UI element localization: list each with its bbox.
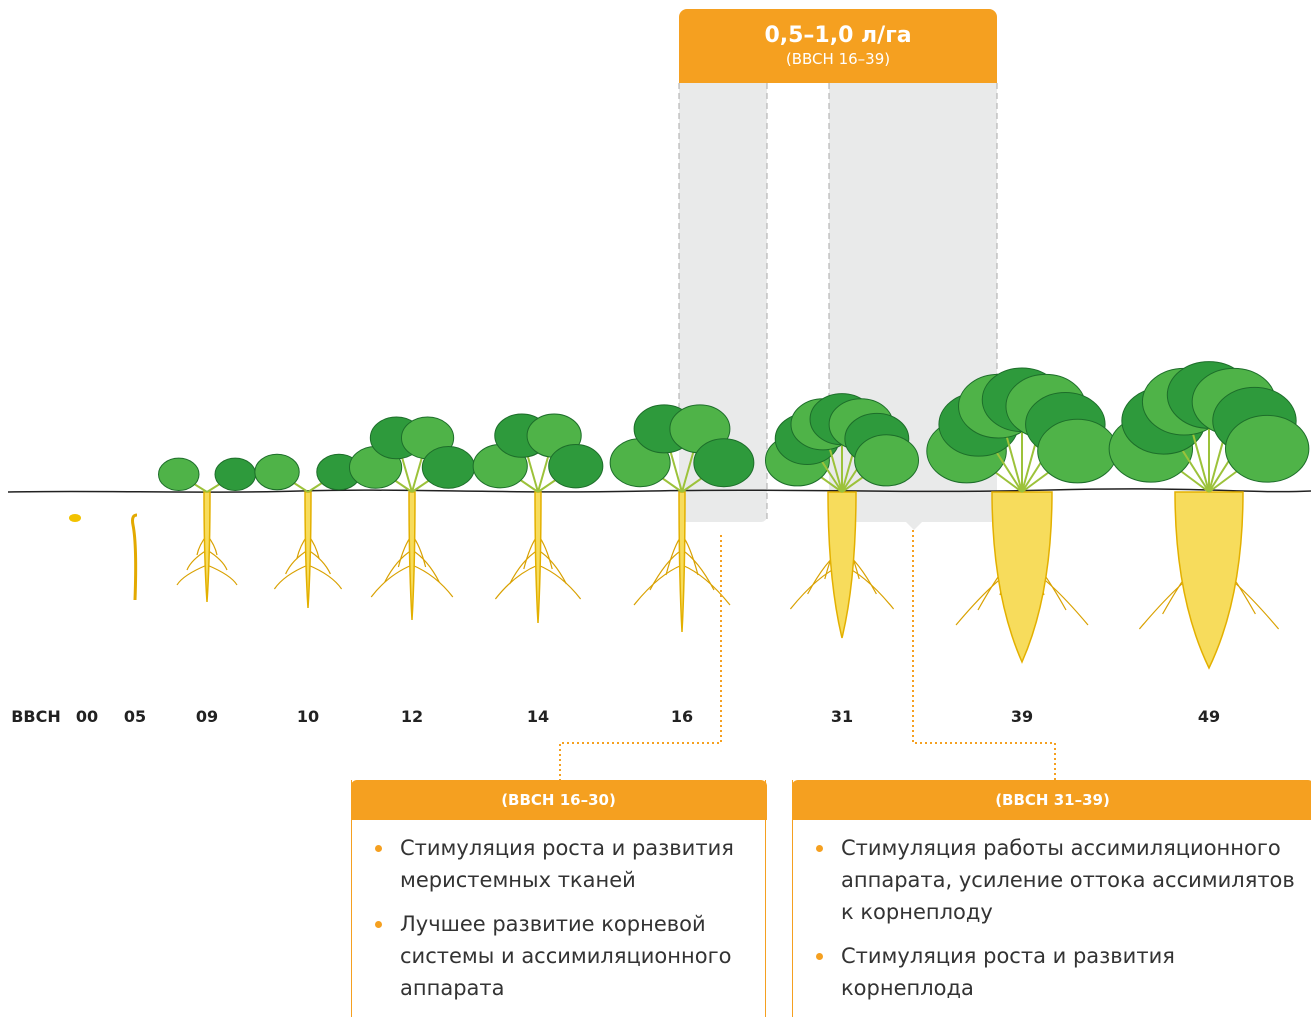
bullet [375, 845, 382, 852]
info-box: (BBCH 31–39) Стимуляция работы ассимиляци… [791, 780, 1311, 1017]
rootlet [633, 564, 683, 606]
plant [131, 513, 138, 601]
plant [254, 453, 362, 609]
plant [69, 514, 81, 522]
leaf [693, 438, 755, 488]
plant [764, 393, 920, 639]
root [408, 491, 416, 621]
dose-subtitle: (BBCH 16–39) [785, 50, 891, 68]
leaf [548, 444, 604, 489]
bullet-item: Лучшее развитие корневой системы и ассим… [352, 908, 765, 1004]
stage-label: 14 [526, 707, 550, 726]
plant [472, 413, 604, 624]
plant [158, 457, 256, 603]
plant [926, 367, 1118, 664]
rootlet [273, 564, 309, 590]
rootlet [411, 564, 454, 598]
stage-label: 39 [1010, 707, 1034, 726]
box-title: (BBCH 31–39) [791, 780, 1311, 820]
stage-label: 12 [400, 707, 424, 726]
connector [912, 530, 1056, 780]
plants [69, 361, 1310, 670]
leaf [854, 434, 920, 487]
bullet-item: Стимуляция роста и развития корнеплода [793, 940, 1311, 1004]
sprout [131, 513, 138, 601]
leaf [421, 445, 476, 489]
leaf [214, 457, 256, 492]
rootlet [681, 549, 715, 591]
info-box: (BBCH 16–30) Стимуляция роста и развития … [350, 780, 767, 1017]
rootlet [537, 564, 582, 600]
dose-header: 0,5–1,0 л/га (BBCH 16–39) [679, 9, 997, 83]
rootlet [370, 564, 413, 598]
bullet [816, 845, 823, 852]
leaf [1037, 418, 1118, 484]
rootlet [307, 564, 343, 590]
leaf [1224, 414, 1310, 483]
root [1174, 491, 1244, 670]
bullet-item: Стимуляция роста и развития меристемных … [352, 832, 765, 896]
stage-label: 31 [830, 707, 854, 726]
root [678, 491, 686, 633]
stage-label: 10 [296, 707, 320, 726]
scale-label: BBCH [11, 707, 61, 726]
root [304, 491, 312, 609]
box-title: (BBCH 16–30) [350, 780, 767, 820]
rootlet [176, 564, 208, 586]
dashes [678, 83, 998, 520]
rootlet [681, 564, 731, 606]
stage-label: 49 [1197, 707, 1221, 726]
stage-label: 09 [195, 707, 219, 726]
seed [69, 514, 81, 522]
rootlet [649, 549, 683, 591]
root [991, 491, 1053, 664]
dose-title: 0,5–1,0 л/га [764, 23, 912, 48]
bullet [375, 921, 382, 928]
root [534, 491, 542, 624]
rootlet [494, 564, 539, 600]
plant [1108, 361, 1310, 670]
plant [348, 416, 476, 621]
stage-label: 16 [670, 707, 694, 726]
root [827, 491, 857, 639]
leaf [158, 457, 200, 492]
stage-label: 00 [75, 707, 99, 726]
bullet-item: Стимуляция работы ассимиляционного аппар… [793, 832, 1311, 928]
bullet [816, 953, 823, 960]
plant [609, 404, 755, 633]
leaf [254, 453, 300, 491]
rootlet [206, 564, 238, 586]
root [203, 491, 211, 603]
stage-label: 05 [123, 707, 147, 726]
ground [7, 488, 1311, 493]
